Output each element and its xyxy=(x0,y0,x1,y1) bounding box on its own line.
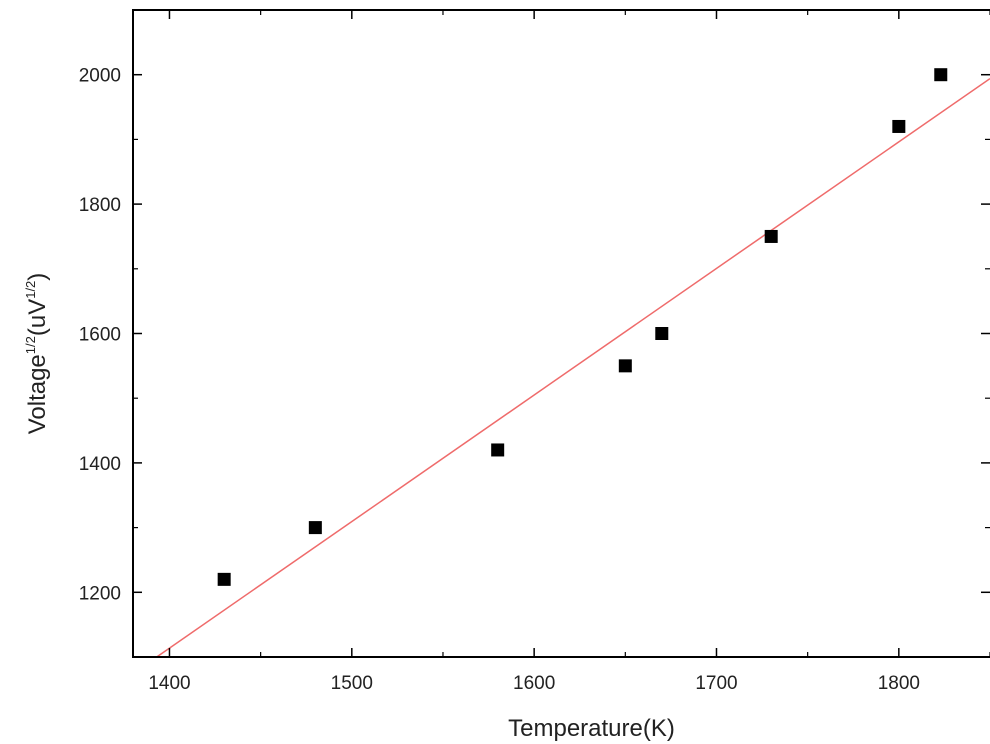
x-tick-label: 1500 xyxy=(331,673,373,694)
ticks-layer: 1400 1500 1600 1700 1800 1200 1400 1600 1800 2000 xyxy=(79,9,990,694)
x-tick-label: 1400 xyxy=(148,673,190,694)
y-tick-label: 1800 xyxy=(79,195,121,216)
data-point xyxy=(308,521,322,535)
data-point xyxy=(764,229,778,243)
x-tick-label: 1800 xyxy=(878,673,920,694)
y-tick-label: 1200 xyxy=(79,583,121,604)
data-point xyxy=(491,443,505,457)
fit-line xyxy=(156,77,990,658)
y-axis-title: Voltage1/2(uV1/2) xyxy=(23,273,51,435)
x-tick-label: 1700 xyxy=(695,673,737,694)
axes-frame xyxy=(132,9,990,658)
axes-layer xyxy=(132,9,990,658)
y-tick-label: 1600 xyxy=(79,325,121,346)
data-point xyxy=(892,119,906,133)
data-point xyxy=(655,327,669,340)
x-axis-title: Temperature(K) xyxy=(508,715,675,742)
y-tick-label: 1400 xyxy=(79,454,121,475)
x-tick-label: 1600 xyxy=(513,673,555,694)
data-point xyxy=(217,572,231,586)
data-point xyxy=(618,359,632,373)
y-tick-label: 2000 xyxy=(79,66,121,87)
fit-line-layer xyxy=(156,77,990,658)
data-points-layer xyxy=(217,68,948,586)
data-point xyxy=(934,68,948,82)
